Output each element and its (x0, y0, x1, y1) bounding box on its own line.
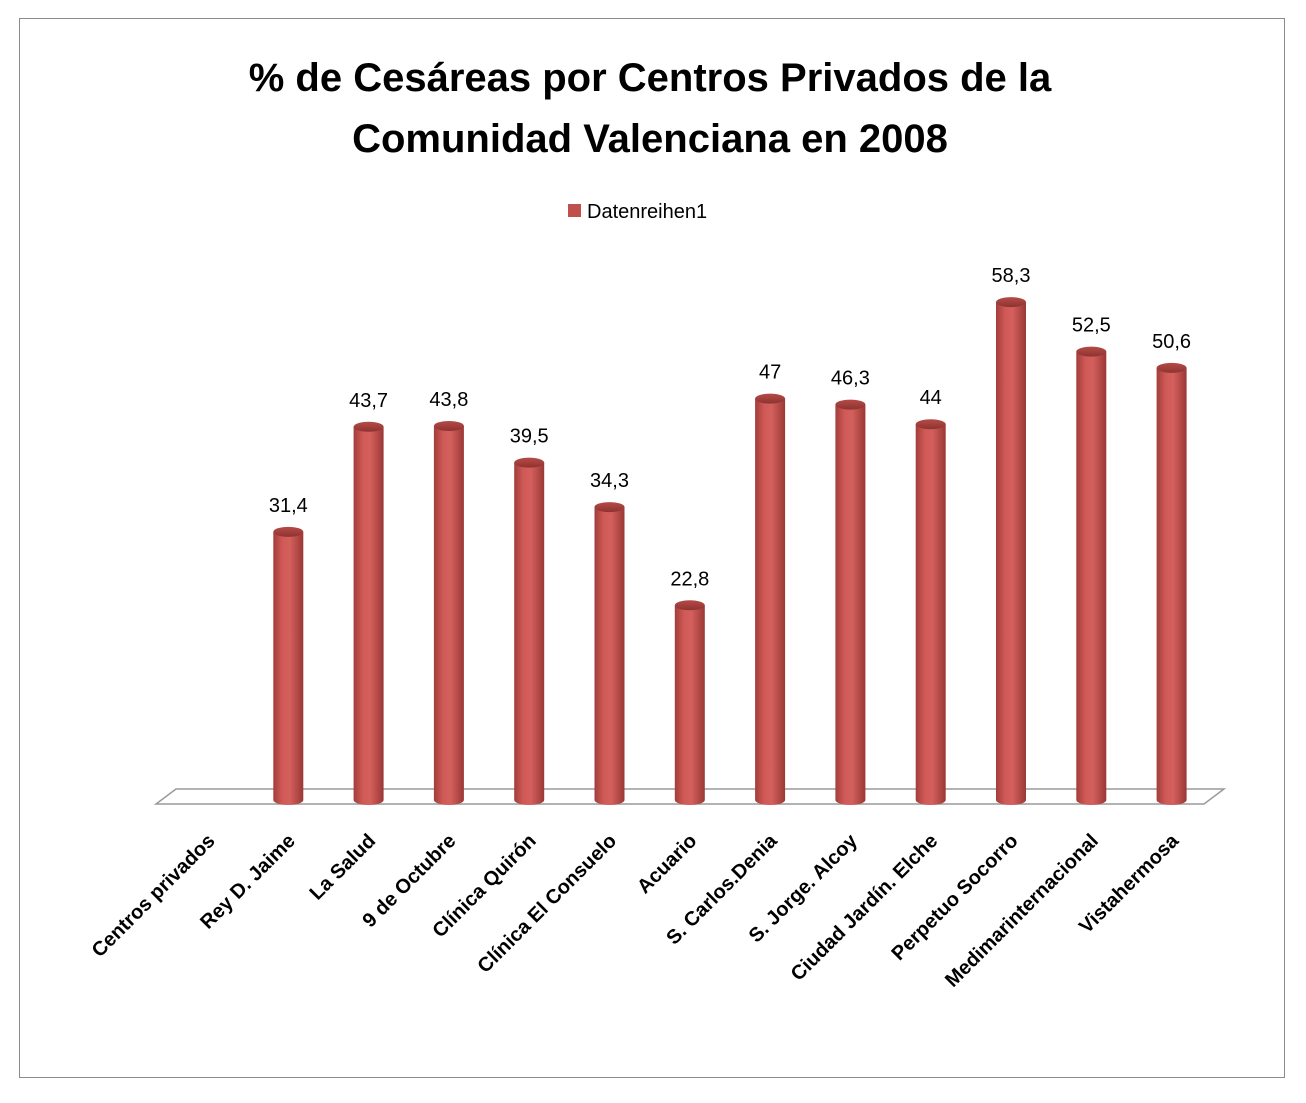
data-label: 43,7 (349, 390, 388, 412)
legend-swatch (568, 204, 581, 217)
x-tick-label: Ciudad Jardín. Elche (787, 830, 942, 985)
bar (674, 600, 705, 805)
bar (433, 420, 464, 805)
x-tick-label: Medimarinternacional (941, 830, 1103, 992)
bar-body (835, 404, 866, 805)
bar-top (915, 419, 946, 430)
bar (514, 457, 545, 805)
bar-chart: % de Cesáreas por Centros Privados de la… (88, 56, 1227, 992)
bar (594, 502, 625, 805)
bar (755, 393, 786, 805)
bar-body (755, 398, 786, 805)
legend: Datenreihen1 (568, 201, 707, 223)
legend-label: Datenreihen1 (587, 201, 707, 223)
bar-body (1076, 351, 1107, 805)
data-label: 22,8 (670, 568, 709, 590)
chart-title-line-2: Comunidad Valenciana en 2008 (352, 117, 948, 161)
bar-top (835, 399, 866, 410)
bar-top (996, 297, 1026, 308)
bar-top (755, 393, 786, 404)
data-label: 39,5 (510, 426, 549, 448)
data-label: 52,5 (1072, 315, 1111, 337)
bar-body (594, 507, 625, 805)
bar-top (1076, 346, 1107, 357)
bar-body (915, 424, 946, 805)
x-tick-label: La Salud (306, 830, 381, 905)
bar-top (273, 526, 304, 537)
data-label: 43,8 (429, 389, 468, 411)
bar (996, 297, 1026, 805)
bar (273, 526, 304, 805)
data-label: 50,6 (1152, 331, 1191, 353)
bar-body (273, 531, 304, 805)
x-tick-label: Clínica El Consuelo (473, 830, 621, 978)
bar-body (433, 425, 464, 805)
bar-body (996, 302, 1026, 805)
chart-area: % de Cesáreas por Centros Privados de la… (19, 18, 1285, 1078)
bar-top (433, 420, 464, 431)
x-tick-label: Centros privados (88, 830, 220, 962)
bar-top (1156, 362, 1187, 373)
bar (353, 421, 384, 805)
x-tick-label: Acuario (633, 830, 701, 898)
bar-body (1156, 367, 1187, 805)
bar-top (674, 600, 705, 611)
bar-top (514, 457, 545, 468)
bar (1156, 362, 1187, 805)
data-label: 58,3 (992, 265, 1031, 287)
bars-group (273, 297, 1187, 805)
bar-body (514, 462, 545, 805)
data-label: 31,4 (269, 495, 308, 517)
data-label: 34,3 (590, 470, 629, 492)
data-labels-group: 31,4 43,7 43,8 39,5 34,3 22,8 47 46,3 44 58,3 52,5… (269, 265, 1191, 590)
bar-body (674, 605, 705, 805)
chart-title-line-1: % de Cesáreas por Centros Privados de la (249, 56, 1052, 100)
data-label: 47 (759, 362, 781, 384)
bar (915, 419, 946, 805)
data-label: 46,3 (831, 368, 870, 390)
bar (835, 399, 866, 805)
data-label: 44 (920, 387, 942, 409)
bar-body (353, 426, 384, 805)
bar-top (594, 502, 625, 513)
bar (1076, 346, 1107, 805)
bar-top (353, 421, 384, 432)
